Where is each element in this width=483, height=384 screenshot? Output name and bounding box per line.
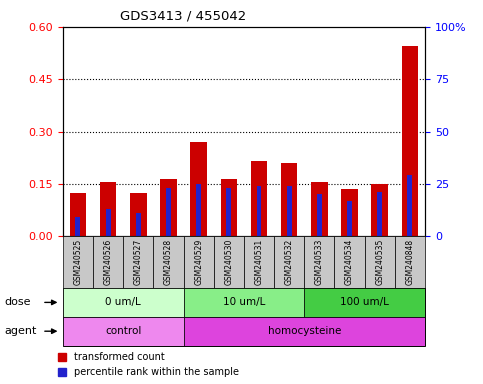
Text: GSM240527: GSM240527: [134, 239, 143, 285]
Bar: [408, 175, 412, 236]
Bar: [93, 236, 123, 288]
Bar: [184, 288, 304, 317]
Bar: [251, 161, 267, 236]
Text: control: control: [105, 326, 142, 336]
Bar: [256, 186, 261, 236]
Text: 100 um/L: 100 um/L: [340, 297, 389, 308]
Text: GDS3413 / 455042: GDS3413 / 455042: [120, 10, 247, 23]
Bar: [227, 188, 231, 236]
Bar: [395, 236, 425, 288]
Bar: [304, 236, 334, 288]
Bar: [304, 288, 425, 317]
Text: GSM240532: GSM240532: [284, 239, 294, 285]
Text: 10 um/L: 10 um/L: [223, 297, 265, 308]
Bar: [130, 192, 146, 236]
Text: GSM240525: GSM240525: [73, 239, 83, 285]
Bar: [347, 200, 352, 236]
Text: 0 um/L: 0 um/L: [105, 297, 141, 308]
Bar: [365, 236, 395, 288]
Bar: [106, 209, 111, 236]
Bar: [221, 179, 237, 236]
Text: GSM240530: GSM240530: [224, 239, 233, 285]
Text: GSM240534: GSM240534: [345, 239, 354, 285]
Bar: [371, 184, 388, 236]
Text: agent: agent: [5, 326, 37, 336]
Text: GSM240535: GSM240535: [375, 239, 384, 285]
Text: GSM240533: GSM240533: [315, 239, 324, 285]
Bar: [63, 317, 184, 346]
Text: GSM240526: GSM240526: [103, 239, 113, 285]
Bar: [166, 188, 171, 236]
Bar: [160, 179, 177, 236]
Bar: [190, 142, 207, 236]
Bar: [274, 236, 304, 288]
Bar: [184, 317, 425, 346]
Legend: transformed count, percentile rank within the sample: transformed count, percentile rank withi…: [58, 353, 239, 377]
Text: GSM240848: GSM240848: [405, 239, 414, 285]
Text: GSM240531: GSM240531: [255, 239, 264, 285]
Bar: [63, 236, 93, 288]
Bar: [123, 236, 154, 288]
Bar: [341, 189, 358, 236]
Bar: [244, 236, 274, 288]
Bar: [281, 163, 298, 236]
Bar: [63, 288, 184, 317]
Bar: [196, 184, 201, 236]
Bar: [154, 236, 184, 288]
Bar: [334, 236, 365, 288]
Text: GSM240528: GSM240528: [164, 239, 173, 285]
Bar: [75, 217, 80, 236]
Bar: [100, 182, 116, 236]
Bar: [402, 46, 418, 236]
Bar: [287, 186, 292, 236]
Bar: [70, 192, 86, 236]
Bar: [136, 213, 141, 236]
Text: homocysteine: homocysteine: [268, 326, 341, 336]
Text: GSM240529: GSM240529: [194, 239, 203, 285]
Bar: [377, 192, 382, 236]
Bar: [317, 194, 322, 236]
Bar: [311, 182, 327, 236]
Bar: [213, 236, 244, 288]
Bar: [184, 236, 213, 288]
Text: dose: dose: [5, 297, 31, 308]
